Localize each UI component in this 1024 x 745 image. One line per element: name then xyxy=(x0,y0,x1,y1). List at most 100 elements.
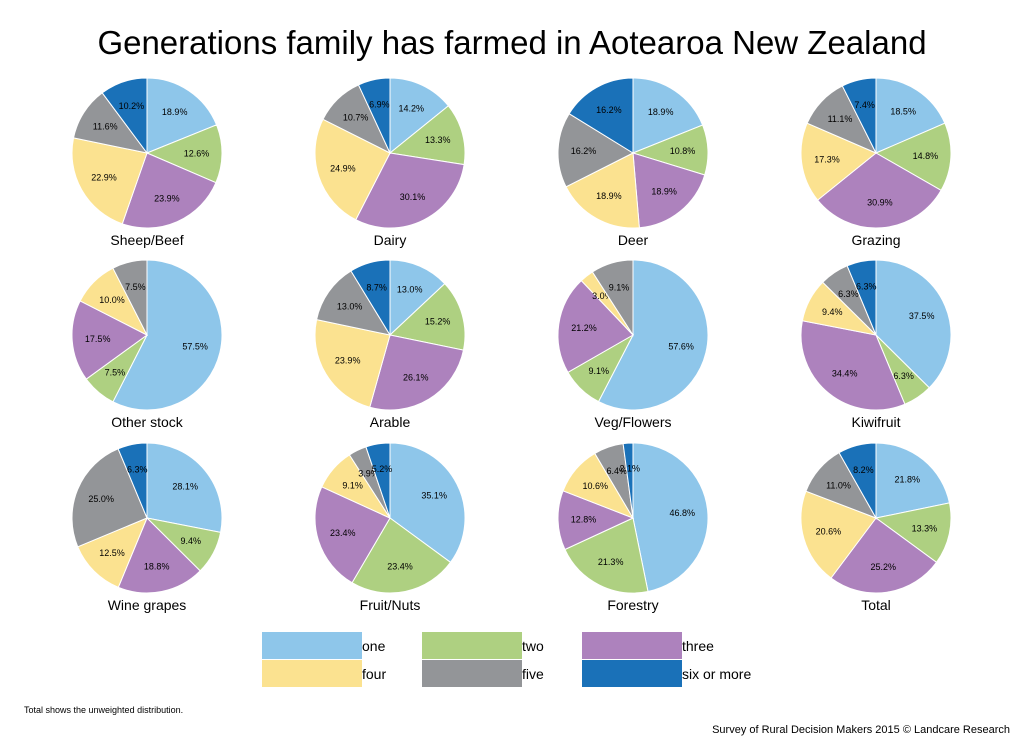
pie-slice-three xyxy=(355,152,465,229)
legend: one two three four five six or more xyxy=(262,632,782,692)
pie-slice-six-or-more xyxy=(101,77,148,155)
data-label: 14.2% xyxy=(399,103,425,113)
pie-fruit-nuts: 35.1% 23.4% 23.4% 9.1% 3.9%5.2% Fruit/Nuts xyxy=(314,442,466,613)
pie-slice-three xyxy=(557,490,635,551)
data-label: 28.1% xyxy=(172,482,198,492)
legend-swatch-four xyxy=(262,660,362,687)
pie-slice-three xyxy=(369,334,465,411)
chart-title: Generations family has farmed in Aotearo… xyxy=(97,24,927,61)
data-label: 8.7% xyxy=(366,282,387,292)
data-label: 13.0% xyxy=(397,285,423,295)
legend-swatch-three xyxy=(582,632,682,659)
data-label: 10.7% xyxy=(343,112,369,122)
pie-slice-one xyxy=(146,442,223,533)
pie-slice-three xyxy=(71,300,148,380)
pie-title: Dairy xyxy=(374,232,407,248)
pie-slice-two xyxy=(145,124,223,184)
data-label: 13.0% xyxy=(337,301,363,311)
data-label: 18.9% xyxy=(596,191,622,201)
data-label: 10.8% xyxy=(670,146,696,156)
data-label: 21.3% xyxy=(598,557,624,567)
pie-slice-two xyxy=(351,517,452,594)
data-label: 22.9% xyxy=(91,172,117,182)
legend-label-six-or-more: six or more xyxy=(682,666,752,682)
data-label: 24.9% xyxy=(330,163,356,173)
legend-label-three: three xyxy=(682,638,714,654)
data-label: 3.0% xyxy=(592,291,613,301)
data-label: 23.9% xyxy=(154,193,180,203)
pie-slice-one xyxy=(146,77,218,154)
pie-title: Forestry xyxy=(607,597,658,613)
legend-label-two: two xyxy=(522,638,544,654)
data-label: 23.4% xyxy=(330,528,356,538)
data-label: 16.2% xyxy=(596,105,622,115)
pie-slice-five xyxy=(557,112,635,188)
pie-slice-three xyxy=(117,517,201,594)
data-label: 18.8% xyxy=(144,562,170,572)
data-label: 20.6% xyxy=(816,527,842,537)
pie-slice-two xyxy=(564,517,649,594)
data-label: 16.2% xyxy=(571,146,597,156)
data-label: 18.9% xyxy=(648,107,674,117)
pie-slice-three xyxy=(121,152,217,229)
pie-slice-one xyxy=(389,259,446,337)
data-label: 37.5% xyxy=(909,311,935,321)
data-label: 6.3% xyxy=(127,465,148,475)
data-label: 34.4% xyxy=(832,368,858,378)
footnote: Total shows the unweighted distribution. xyxy=(24,705,184,715)
pie-sheep-beef: 18.9% 12.6% 23.9% 22.9% 11.6%10.2% Sheep/Beef xyxy=(71,77,223,248)
pie-title: Veg/Flowers xyxy=(594,414,671,430)
pie-slice-six-or-more xyxy=(365,442,391,519)
pie-slice-five xyxy=(591,259,634,337)
data-label: 18.9% xyxy=(651,187,677,197)
pie-slice-one xyxy=(875,259,952,389)
pie-slice-one xyxy=(632,77,704,154)
data-label: 30.9% xyxy=(867,197,893,207)
data-label: 17.5% xyxy=(85,334,111,344)
pie-forestry: 46.8% 21.3% 12.8% 10.6% 6.4%2.1% Forestry xyxy=(557,442,709,613)
data-label: 5.2% xyxy=(372,464,393,474)
legend-swatch-two xyxy=(422,632,522,659)
data-label: 7.5% xyxy=(125,282,146,292)
pie-slice-four xyxy=(71,137,148,225)
pie-title: Arable xyxy=(370,414,411,430)
pie-grazing: 18.5% 14.8% 30.9% 17.3% 11.1%7.4% Grazing xyxy=(800,77,952,248)
pie-slice-six-or-more xyxy=(841,77,877,154)
pie-slice-three xyxy=(800,320,906,411)
pie-deer: 18.9% 10.8% 18.9% 18.9% 16.2% 16.2% Deer xyxy=(557,77,709,248)
data-label: 26.1% xyxy=(403,372,429,382)
data-label: 13.3% xyxy=(425,135,451,145)
data-label: 11.1% xyxy=(828,114,853,124)
pie-slice-six-or-more xyxy=(350,259,391,337)
data-label: 6.3% xyxy=(856,282,877,292)
data-label: 9.4% xyxy=(822,307,843,317)
data-label: 10.2% xyxy=(119,101,145,111)
data-label: 6.3% xyxy=(893,371,914,381)
data-label: 23.4% xyxy=(387,562,413,572)
data-label: 57.5% xyxy=(182,342,208,352)
data-label: 25.2% xyxy=(871,562,897,572)
data-label: 8.2% xyxy=(853,465,874,475)
data-label: 11.6% xyxy=(93,121,118,131)
pie-slice-four xyxy=(565,152,640,229)
pie-wine-grapes: 28.1% 9.4% 18.8% 12.5% 25.0% 6.3% Wine grapes xyxy=(71,442,223,613)
pie-title: Kiwifruit xyxy=(851,414,900,430)
data-label: 12.5% xyxy=(99,548,125,558)
pie-slice-three xyxy=(314,486,391,584)
pie-title: Grazing xyxy=(851,232,900,248)
data-label: 6.3% xyxy=(838,289,859,299)
pie-slice-six-or-more xyxy=(357,77,391,154)
data-label: 10.6% xyxy=(583,481,609,491)
legend-label-one: one xyxy=(362,638,386,654)
pie-slice-six-or-more xyxy=(622,442,634,519)
legend-swatch-one xyxy=(262,632,362,659)
data-label: 13.3% xyxy=(912,524,938,534)
pie-title: Sheep/Beef xyxy=(110,232,183,248)
pie-slice-four xyxy=(314,118,391,221)
data-label: 10.0% xyxy=(99,295,125,305)
pie-veg-flowers: 57.6%9.1%21.2%3.0%9.1%Veg/Flowers xyxy=(557,259,709,430)
pie-title: Deer xyxy=(618,232,649,248)
pie-title: Fruit/Nuts xyxy=(360,597,421,613)
pie-slice-five xyxy=(112,259,148,336)
data-label: 18.5% xyxy=(890,107,916,117)
